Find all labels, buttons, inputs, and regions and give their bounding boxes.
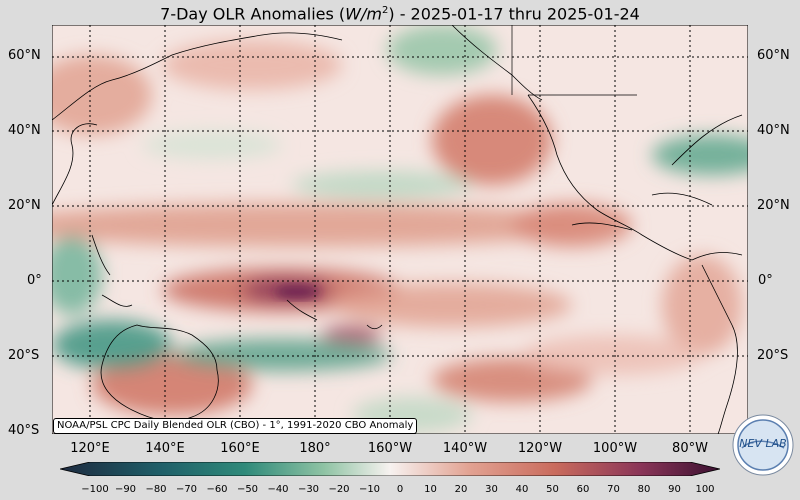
colorbar-tick-label: 0 [396, 484, 404, 495]
lon-label-80w: 80°W [672, 441, 708, 456]
colorbar-tick-label: −70 [175, 484, 198, 495]
colorbar-tick-label: 50 [546, 484, 559, 495]
lon-label-160e: 160°E [220, 441, 260, 456]
data-source-credit: NOAA/PSL CPC Daily Blended OLR (CBO) - 1… [53, 418, 418, 434]
lon-label-140w: 140°W [442, 441, 488, 456]
lon-label-140e: 140°E [145, 441, 185, 456]
colorbar-tick-label: 10 [424, 484, 437, 495]
lat-label-40n-left: 40°N [8, 123, 41, 138]
colorbar-tick-label: −30 [297, 484, 320, 495]
lat-label-60n-right: 60°N [757, 48, 790, 63]
colorbar-tick-label: −100 [81, 484, 109, 495]
lon-label-180: 180° [299, 441, 331, 456]
lat-label-20n-left: 20°N [8, 198, 41, 213]
lon-label-120e: 120°E [70, 441, 110, 456]
nev-lab-logo: NEV LAB [732, 414, 794, 476]
map-title: 7-Day OLR Anomalies (W/m2) - 2025-01-17 … [160, 4, 640, 24]
lat-label-eq-left: 0° [27, 273, 42, 288]
lat-label-20s-right: 20°S [757, 348, 789, 363]
colorbar-tick-label: 100 [695, 484, 715, 495]
colorbar-tick-label: −90 [114, 484, 137, 495]
colorbar-tick-label: 20 [454, 484, 468, 495]
lat-label-40n-right: 40°N [757, 123, 790, 138]
olr-anomaly-map [52, 25, 748, 434]
lat-label-20s-left: 20°S [8, 348, 40, 363]
colorbar-tick-label: 70 [607, 484, 620, 495]
lon-label-100w: 100°W [592, 441, 638, 456]
colorbar-tick-label: 30 [485, 484, 498, 495]
colorbar-tick-label: 60 [576, 484, 590, 495]
colorbar-tick-label: 90 [668, 484, 681, 495]
colorbar [60, 462, 720, 476]
colorbar-tick-label: −80 [145, 484, 167, 495]
lat-label-eq-right: 0° [758, 273, 773, 288]
lat-label-20n-right: 20°N [757, 198, 790, 213]
colorbar-tick-label: 40 [515, 484, 529, 495]
lon-label-120w: 120°W [517, 441, 563, 456]
colorbar-tick-label: −50 [236, 484, 259, 495]
lon-label-160w: 160°W [367, 441, 413, 456]
colorbar-tick-label: −40 [267, 484, 289, 495]
colorbar-tick-label: −10 [358, 484, 381, 495]
lat-label-40s-left: 40°S [8, 423, 40, 438]
colorbar-tick-label: −60 [206, 484, 228, 495]
colorbar-tick-label: −20 [328, 484, 350, 495]
lat-label-60n-left: 60°N [8, 48, 41, 63]
logo-text: NEV LAB [739, 437, 786, 450]
colorbar-tick-label: 80 [637, 484, 651, 495]
